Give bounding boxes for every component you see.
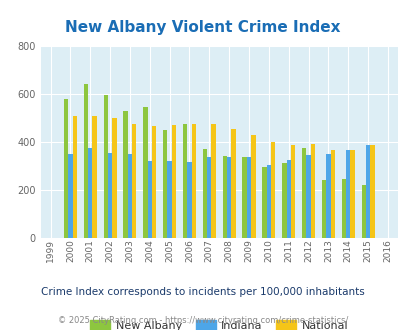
Bar xyxy=(286,160,290,238)
Bar xyxy=(163,130,167,238)
Bar xyxy=(301,148,306,238)
Bar xyxy=(350,150,354,238)
Bar xyxy=(306,155,310,238)
Bar xyxy=(326,154,330,238)
Bar xyxy=(147,161,151,238)
Bar xyxy=(202,149,207,238)
Bar xyxy=(167,161,171,238)
Bar xyxy=(103,95,108,238)
Bar xyxy=(345,150,350,238)
Bar xyxy=(64,99,68,238)
Bar xyxy=(290,146,294,238)
Bar xyxy=(143,107,147,238)
Bar xyxy=(246,157,251,238)
Bar xyxy=(207,157,211,238)
Bar xyxy=(183,124,187,238)
Bar xyxy=(341,179,345,238)
Bar xyxy=(226,157,231,238)
Bar xyxy=(262,167,266,238)
Bar xyxy=(369,146,374,238)
Bar xyxy=(222,156,226,238)
Bar xyxy=(330,150,334,238)
Bar xyxy=(132,124,136,238)
Bar xyxy=(310,144,314,238)
Bar xyxy=(72,115,77,238)
Bar xyxy=(123,111,128,238)
Bar xyxy=(242,157,246,238)
Bar xyxy=(251,135,255,238)
Bar xyxy=(151,126,156,238)
Bar xyxy=(187,162,191,238)
Legend: New Albany, Indiana, National: New Albany, Indiana, National xyxy=(86,316,352,330)
Bar xyxy=(211,124,215,238)
Bar xyxy=(108,153,112,238)
Bar xyxy=(68,154,72,238)
Bar xyxy=(321,180,326,238)
Bar xyxy=(271,142,275,238)
Text: New Albany Violent Crime Index: New Albany Violent Crime Index xyxy=(65,20,340,35)
Text: Crime Index corresponds to incidents per 100,000 inhabitants: Crime Index corresponds to incidents per… xyxy=(41,287,364,297)
Text: © 2025 CityRating.com - https://www.cityrating.com/crime-statistics/: © 2025 CityRating.com - https://www.city… xyxy=(58,316,347,325)
Bar xyxy=(83,84,88,238)
Bar xyxy=(365,146,369,238)
Bar xyxy=(281,163,286,238)
Bar xyxy=(266,165,271,238)
Bar xyxy=(171,125,176,238)
Bar xyxy=(128,154,132,238)
Bar xyxy=(361,185,365,238)
Bar xyxy=(231,129,235,238)
Bar xyxy=(112,118,116,238)
Bar xyxy=(92,115,96,238)
Bar xyxy=(191,124,196,238)
Bar xyxy=(88,148,92,238)
